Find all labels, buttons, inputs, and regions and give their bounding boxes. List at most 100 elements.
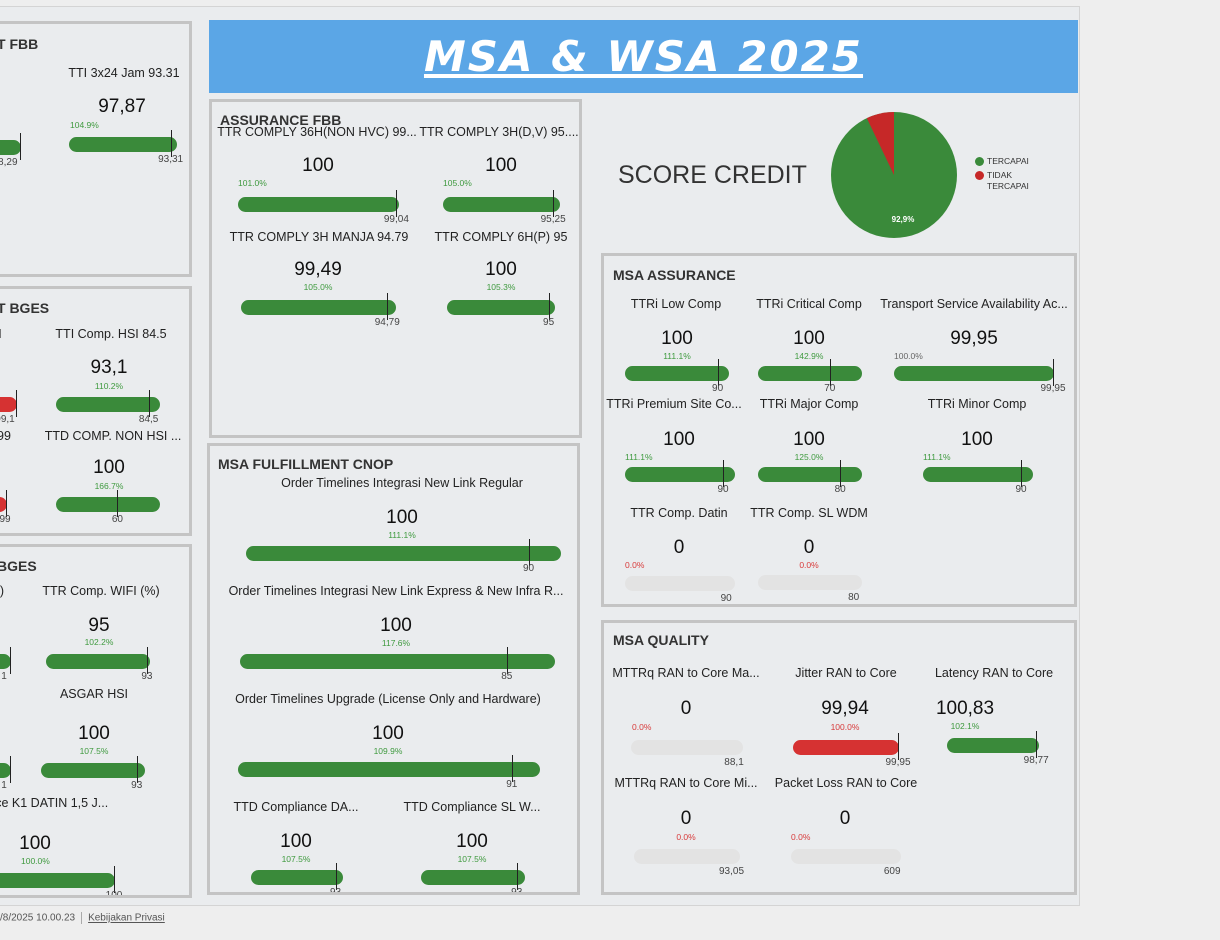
metric-label: MTTRq RAN to Core Mi... bbox=[614, 776, 758, 790]
metric-label: TTR Comp. WIFI (%) bbox=[42, 584, 160, 598]
metric-value: 100 bbox=[793, 429, 825, 450]
metric-percent: 111.1% bbox=[388, 530, 416, 540]
panel-bges-left: T BGES I 99,1 TTI Comp. HSI 84.5 93,1 110.2%… bbox=[0, 286, 192, 536]
metric-value: 99,49 bbox=[294, 259, 342, 280]
panel-title: MSA ASSURANCE bbox=[613, 267, 736, 283]
metric-label: I bbox=[0, 327, 2, 341]
target-value: 99,95 bbox=[885, 757, 911, 768]
metric-progress-bar bbox=[69, 130, 177, 157]
target-value: 88,1 bbox=[724, 757, 744, 768]
metric-label: TTR COMPLY 36H(NON HVC) 99... bbox=[217, 125, 417, 139]
target-marker bbox=[16, 390, 17, 417]
target-marker bbox=[553, 190, 554, 217]
metric-label: Packet Loss RAN to Core bbox=[774, 776, 918, 790]
metric-label: TTRi Major Comp bbox=[759, 397, 859, 411]
metric-percent: 0.0% bbox=[676, 832, 696, 842]
metric-value: 100 bbox=[19, 833, 51, 854]
metric-label: ) bbox=[0, 584, 5, 598]
legend-label: TERCAPAI bbox=[987, 156, 1029, 166]
metric-progress-bar bbox=[947, 731, 1039, 758]
metric-label: TTD COMP. NON HSI ... bbox=[44, 429, 182, 443]
metric-label: TTRi Critical Comp bbox=[756, 297, 862, 311]
metric-value: 100 bbox=[661, 328, 693, 349]
metric-value: 100 bbox=[456, 831, 488, 852]
metric-value: 0 bbox=[680, 698, 692, 719]
panel-title: BGES bbox=[0, 558, 37, 574]
target-marker bbox=[507, 647, 508, 674]
target-value: 1 bbox=[1, 671, 7, 682]
metric-progress-bar bbox=[241, 293, 396, 320]
target-value: 609 bbox=[883, 866, 901, 877]
progress-fill bbox=[894, 366, 1054, 381]
metric-label: TTRi Low Comp bbox=[630, 297, 722, 311]
target-value: 70 bbox=[824, 383, 836, 394]
progress-fill bbox=[793, 740, 899, 755]
target-marker bbox=[6, 490, 7, 517]
privacy-policy-link[interactable]: Kebijakan Privasi bbox=[88, 912, 165, 924]
progress-fill bbox=[923, 467, 1033, 482]
metric-progress-bar bbox=[758, 460, 862, 487]
panel-assurance-fbb: ASSURANCE FBB TTR COMPLY 36H(NON HVC) 99… bbox=[209, 99, 582, 438]
target-marker bbox=[723, 460, 724, 487]
legend-item-tidak-tercapai: TIDAK TERCAPAI bbox=[975, 170, 1045, 192]
target-marker bbox=[529, 539, 530, 566]
target-marker bbox=[137, 756, 138, 783]
target-value: 90 bbox=[717, 484, 729, 495]
panel-title: MSA QUALITY bbox=[613, 632, 709, 648]
target-value: 93 bbox=[131, 780, 143, 791]
metric-progress-bar bbox=[631, 740, 743, 755]
metric-progress-bar bbox=[625, 576, 735, 591]
metric-value: 95 bbox=[88, 615, 110, 636]
metric-percent: 111.1% bbox=[923, 452, 951, 462]
target-marker bbox=[387, 293, 388, 320]
legend-item-tercapai: TERCAPAI bbox=[975, 156, 1045, 167]
metric-progress-bar bbox=[894, 359, 1054, 386]
target-marker bbox=[10, 647, 11, 674]
target-marker bbox=[517, 863, 518, 890]
progress-fill bbox=[251, 870, 343, 885]
metric-percent: 107.5% bbox=[457, 854, 487, 864]
metric-progress-bar bbox=[634, 849, 740, 864]
metric-progress-bar bbox=[41, 756, 145, 783]
target-marker bbox=[840, 460, 841, 487]
metric-percent: 102.1% bbox=[950, 721, 980, 731]
progress-fill bbox=[41, 763, 145, 778]
metric-progress-bar bbox=[0, 647, 11, 674]
progress-fill bbox=[421, 870, 525, 885]
target-marker bbox=[171, 130, 172, 157]
metric-progress-bar bbox=[56, 390, 160, 417]
target-value: 93 bbox=[511, 887, 523, 895]
score-credit-pie-chart: 92,9% bbox=[831, 112, 957, 238]
metric-progress-bar bbox=[443, 190, 560, 217]
progress-fill bbox=[0, 654, 11, 669]
metric-progress-bar bbox=[46, 647, 150, 674]
target-value: 99 bbox=[0, 514, 11, 525]
metric-percent: 105.0% bbox=[303, 282, 333, 292]
metric-label: TTR Comp. Datin bbox=[630, 506, 728, 520]
metric-value: 97,87 bbox=[98, 96, 146, 117]
progress-fill bbox=[758, 467, 862, 482]
progress-fill bbox=[0, 763, 11, 778]
progress-fill bbox=[447, 300, 555, 315]
metric-progress-bar bbox=[758, 359, 862, 386]
metric-label: Transport Service Availability Ac... bbox=[880, 297, 1068, 311]
metric-value: 99,94 bbox=[821, 698, 869, 719]
progress-fill bbox=[246, 546, 561, 561]
progress-fill bbox=[69, 137, 177, 152]
progress-fill bbox=[758, 366, 862, 381]
metric-percent: 105.0% bbox=[443, 178, 472, 188]
metric-value: 100 bbox=[372, 723, 404, 744]
target-marker bbox=[1036, 731, 1037, 758]
metric-label: TTD Compliance SL W... bbox=[403, 800, 541, 814]
metric-progress-bar bbox=[0, 490, 7, 517]
metric-progress-bar bbox=[0, 756, 11, 783]
target-marker bbox=[10, 756, 11, 783]
target-marker bbox=[117, 490, 118, 517]
progress-fill bbox=[56, 397, 160, 412]
progress-fill bbox=[0, 873, 115, 888]
target-value: 91 bbox=[506, 779, 518, 790]
target-value: 90 bbox=[1015, 484, 1027, 495]
metric-label: Jitter RAN to Core bbox=[795, 666, 897, 680]
metric-value: 100 bbox=[485, 155, 517, 176]
target-value: 84,5 bbox=[138, 414, 159, 425]
